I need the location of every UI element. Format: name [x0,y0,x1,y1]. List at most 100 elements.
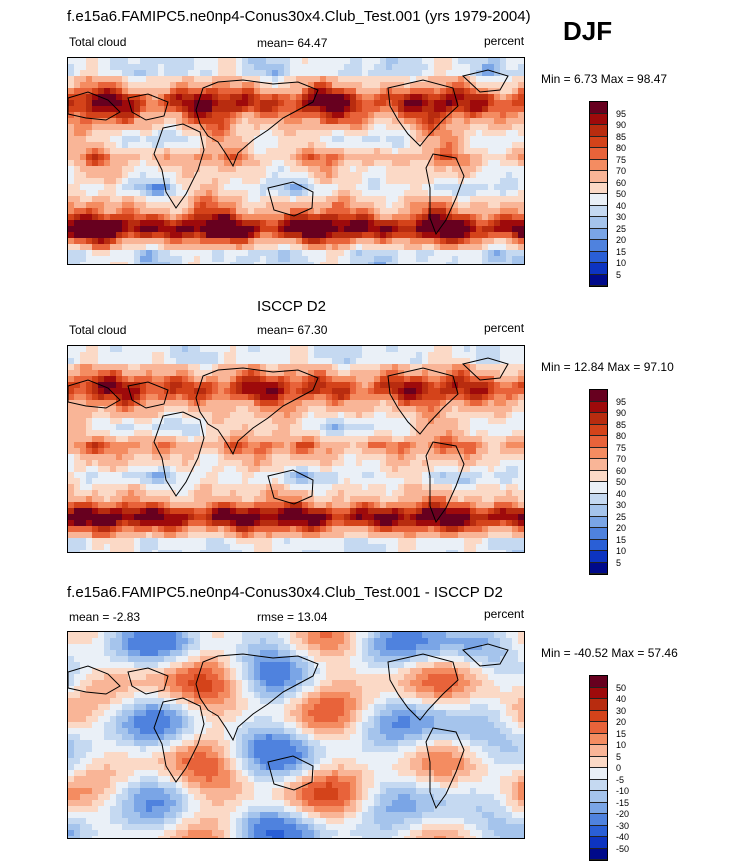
map-cell [416,358,422,364]
panel1-map [67,57,525,265]
map-cell [278,118,284,124]
map-cell [308,94,314,100]
map-cell [434,118,440,124]
map-cell [74,346,80,352]
map-cell [506,364,512,370]
map-cell [512,460,518,466]
map-cell [452,346,458,352]
colorbar-box [590,274,607,286]
map-cell [476,400,482,406]
map-cell [200,100,206,106]
map-cell [512,478,518,484]
map-cell [344,514,350,520]
map-cell [158,376,164,382]
map-cell [272,520,278,526]
map-cell [338,502,344,508]
map-cell [302,472,308,478]
map-cell [176,106,182,112]
map-cell [356,376,362,382]
map-cell [500,88,506,94]
map-cell [386,436,392,442]
map-cell [410,364,416,370]
map-cell [380,436,386,442]
map-cell [92,376,98,382]
map-cell [338,382,344,388]
map-cell [74,244,80,250]
map-cell [350,220,356,226]
map-cell [242,244,248,250]
map-cell [452,112,458,118]
map-cell [164,376,170,382]
map-cell [260,412,266,418]
map-cell [356,214,362,220]
map-cell [116,418,122,424]
map-cell [338,358,344,364]
map-cell [374,208,380,214]
map-cell [332,406,338,412]
map-cell [266,370,272,376]
map-cell [296,232,302,238]
map-cell [464,220,470,226]
map-cell [200,406,206,412]
map-cell [440,88,446,94]
map-cell [98,346,104,352]
map-cell [164,358,170,364]
map-cell [284,418,290,424]
map-cell [422,478,428,484]
map-cell [464,346,470,352]
map-cell [302,382,308,388]
map-cell [74,262,80,264]
map-cell [140,424,146,430]
map-cell [458,220,464,226]
map-cell [518,412,524,418]
map-cell [392,256,398,262]
map-cell [386,58,392,64]
map-cell [326,70,332,76]
map-cell [368,256,374,262]
map-cell [128,154,134,160]
map-cell [404,454,410,460]
map-cell [494,484,500,490]
map-cell [386,190,392,196]
map-cell [266,172,272,178]
map-cell [272,124,278,130]
map-cell [92,418,98,424]
map-cell [332,160,338,166]
map-cell [182,232,188,238]
map-cell [68,496,74,502]
map-cell [242,406,248,412]
map-cell [422,352,428,358]
map-cell [362,58,368,64]
map-cell [494,352,500,358]
map-cell [74,484,80,490]
map-cell [428,136,434,142]
map-cell [458,214,464,220]
map-cell [68,466,74,472]
map-cell [380,502,386,508]
map-cell [206,502,212,508]
map-cell [140,382,146,388]
map-cell [68,406,74,412]
map-cell [452,448,458,454]
map-cell [68,100,74,106]
map-cell [158,424,164,430]
map-cell [80,352,86,358]
map-cell [302,172,308,178]
map-cell [428,520,434,526]
map-cell [350,250,356,256]
map-cell [206,202,212,208]
map-cell [470,256,476,262]
map-cell [488,448,494,454]
map-cell [86,76,92,82]
map-cell [422,400,428,406]
map-cell [236,388,242,394]
map-cell [158,142,164,148]
map-cell [242,148,248,154]
map-cell [254,160,260,166]
map-cell [278,436,284,442]
map-cell [140,514,146,520]
map-cell [218,124,224,130]
map-cell [416,514,422,520]
map-cell [308,472,314,478]
map-cell [362,502,368,508]
